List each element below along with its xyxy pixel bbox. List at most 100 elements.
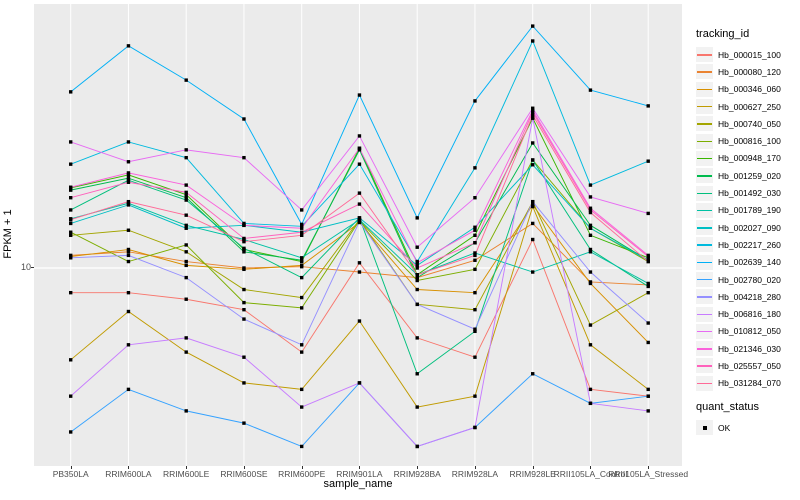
data-point-Hb_025557_050-RRIM600SE bbox=[242, 236, 246, 241]
data-point-Hb_002217_260-RRIM600PE bbox=[300, 224, 304, 229]
legend-key-icon bbox=[696, 341, 713, 357]
data-point-Hb_000015_100-RRIM600LE bbox=[184, 297, 188, 301]
data-point-Hb_006816_180-RRIM901LA bbox=[357, 381, 362, 385]
data-point-Hb_000740_050-RRII105LA_Stressed bbox=[646, 290, 650, 295]
legend-entry-Hb_000948_170: Hb_000948_170 bbox=[696, 150, 800, 167]
legend-entry-Hb_002217_260: Hb_002217_260 bbox=[696, 236, 800, 253]
data-point-Hb_000080_120-RRIM600LE bbox=[184, 259, 188, 264]
data-point-Hb_002780_020-RRIM600SE bbox=[242, 421, 246, 425]
legend-label: Hb_010812_050 bbox=[718, 326, 781, 337]
data-point-Hb_000346_060-RRIM600LE bbox=[184, 263, 188, 268]
legend-label: Hb_025557_050 bbox=[718, 360, 781, 371]
data-point-Hb_001259_020-RRIM928BA bbox=[415, 275, 419, 280]
legend-entry-Hb_000627_250: Hb_000627_250 bbox=[696, 98, 800, 115]
data-point-Hb_006816_180-RRII105LA_Control bbox=[588, 401, 593, 406]
legend-key-line-icon bbox=[697, 348, 712, 350]
data-point-Hb_000816_100-RRIM928BA bbox=[415, 278, 419, 283]
data-point-Hb_000816_100-RRIM600SE bbox=[242, 300, 246, 305]
data-point-Hb_000015_100-RRIM600LA bbox=[126, 290, 131, 295]
legend-entry-Hb_000015_100: Hb_000015_100 bbox=[696, 46, 800, 63]
data-point-Hb_002027_090-RRIM600LA bbox=[126, 203, 131, 207]
legend-entry-Hb_010812_050: Hb_010812_050 bbox=[696, 323, 800, 340]
legend-entry-Hb_000346_060: Hb_000346_060 bbox=[696, 81, 800, 98]
data-point-Hb_001492_030-RRIM600LE bbox=[184, 198, 188, 202]
legend-key-icon bbox=[696, 202, 713, 218]
x-axis-tick-mark bbox=[301, 466, 303, 469]
data-point-Hb_001259_020-RRIM600LE bbox=[184, 196, 188, 200]
legend-key-line-icon bbox=[697, 192, 712, 194]
data-point-Hb_004218_280-RRIM928LA bbox=[473, 327, 477, 331]
legend-key-line-icon bbox=[697, 227, 712, 229]
legend-entry-Hb_002639_140: Hb_002639_140 bbox=[696, 254, 800, 271]
data-point-Hb_000627_250-RRIM600LA bbox=[126, 309, 131, 314]
data-point-Hb_002780_020-RRIM928LE bbox=[531, 372, 535, 376]
data-point-Hb_000346_060-RRII105LA_Stressed bbox=[646, 340, 650, 345]
data-point-Hb_002027_090-RRIM928BA bbox=[415, 263, 419, 268]
data-point-Hb_001789_190-RRII105LA_Stressed bbox=[646, 281, 650, 286]
data-point-Hb_000627_250-RRIM928BA bbox=[415, 405, 419, 409]
legend-label: Hb_000740_050 bbox=[718, 118, 781, 129]
data-point-Hb_000627_250-RRIM901LA bbox=[357, 319, 362, 323]
data-point-Hb_006816_180-RRIM600PE bbox=[300, 405, 304, 409]
data-point-Hb_025557_050-RRIM901LA bbox=[357, 202, 362, 206]
plot-canvas bbox=[34, 4, 682, 466]
data-point-Hb_000816_100-RRIM928LA bbox=[473, 267, 477, 272]
x-axis-tick-label-RRIM901LA: RRIM901LA bbox=[336, 469, 383, 479]
x-axis-tick-label-PB350LA: PB350LA bbox=[52, 469, 89, 479]
legend-key-icon bbox=[696, 150, 713, 166]
legend-title-tracking-id: tracking_id bbox=[696, 28, 750, 40]
legend-label: Hb_002780_020 bbox=[718, 274, 781, 285]
data-point-Hb_001492_030-RRIM928LA bbox=[473, 329, 477, 334]
data-point-Hb_006816_180-RRIM928LA bbox=[473, 425, 477, 430]
data-point-Hb_002217_260-PB350LA bbox=[69, 162, 73, 166]
legend-key-line-icon bbox=[697, 71, 712, 73]
legend-label: Hb_021346_030 bbox=[718, 343, 781, 354]
legend-key-icon bbox=[696, 116, 713, 132]
data-point-Hb_000627_250-RRII105LA_Stressed bbox=[646, 387, 650, 392]
data-point-Hb_025557_050-RRIM600LE bbox=[184, 190, 188, 195]
legend-entry-Hb_025557_050: Hb_025557_050 bbox=[696, 357, 800, 374]
legend-entry-Hb_000080_120: Hb_000080_120 bbox=[696, 63, 800, 80]
x-axis-tick-mark bbox=[417, 466, 419, 469]
data-point-Hb_031284_070-RRIM600SE bbox=[242, 239, 246, 244]
data-point-Hb_000627_250-RRIM600LE bbox=[184, 350, 188, 354]
data-point-Hb_000740_050-RRII105LA_Control bbox=[588, 323, 593, 327]
legend-label: Hb_000627_250 bbox=[718, 101, 781, 112]
legend-key-icon bbox=[696, 64, 713, 80]
legend-entry-Hb_004218_280: Hb_004218_280 bbox=[696, 288, 800, 305]
data-point-Hb_004218_280-RRII105LA_Stressed bbox=[646, 321, 650, 325]
data-point-Hb_025557_050-RRIM928LA bbox=[473, 241, 477, 245]
legend-quant-entries: OK bbox=[696, 419, 800, 436]
data-point-Hb_031284_070-RRIM600PE bbox=[300, 233, 304, 238]
black-square-point-icon bbox=[702, 425, 707, 430]
data-point-Hb_000346_060-RRIM600PE bbox=[300, 263, 304, 268]
data-point-Hb_000346_060-RRIM600SE bbox=[242, 267, 246, 272]
data-point-Hb_001492_030-RRII105LA_Control bbox=[588, 247, 593, 252]
data-point-Hb_021346_030-RRIM600LE bbox=[184, 183, 188, 187]
y-axis-title: FPKM + 1 bbox=[2, 209, 14, 259]
plot-panel bbox=[34, 4, 682, 466]
x-axis-tick-label-RRIM600LE: RRIM600LE bbox=[163, 469, 210, 479]
legend-label: Hb_001492_030 bbox=[718, 188, 781, 199]
legend-entry-Hb_001259_020: Hb_001259_020 bbox=[696, 167, 800, 184]
legend-label: Hb_001789_190 bbox=[718, 205, 781, 216]
data-point-Hb_001789_190-RRIM600LE bbox=[184, 223, 188, 228]
data-point-Hb_025557_050-RRII105LA_Control bbox=[588, 208, 593, 212]
data-point-Hb_010812_050-RRIM928LA bbox=[473, 196, 477, 200]
legend-label: Hb_002027_090 bbox=[718, 222, 781, 233]
legend-label: Hb_000816_100 bbox=[718, 136, 781, 147]
legend-entry-Hb_000740_050: Hb_000740_050 bbox=[696, 115, 800, 132]
data-point-Hb_000627_250-RRII105LA_Control bbox=[588, 343, 593, 347]
x-axis-tick-mark bbox=[590, 466, 592, 469]
data-point-Hb_001259_020-RRIM928LE bbox=[531, 141, 535, 145]
data-point-Hb_002217_260-RRII105LA_Stressed bbox=[646, 159, 650, 163]
data-point-Hb_002217_260-RRIM600SE bbox=[242, 221, 246, 226]
legend-label: Hb_031284_070 bbox=[718, 378, 781, 389]
data-point-Hb_000740_050-RRIM600PE bbox=[300, 295, 304, 300]
x-axis-tick-label-RRIM600PE: RRIM600PE bbox=[278, 469, 326, 479]
data-point-Hb_006816_180-RRII105LA_Stressed bbox=[646, 409, 650, 413]
data-point-Hb_000740_050-RRIM600LE bbox=[184, 250, 188, 254]
legend-key-line-icon bbox=[697, 296, 712, 298]
y-axis-tick-mark bbox=[31, 267, 34, 268]
data-point-Hb_000948_170-RRII105LA_Control bbox=[588, 233, 593, 238]
